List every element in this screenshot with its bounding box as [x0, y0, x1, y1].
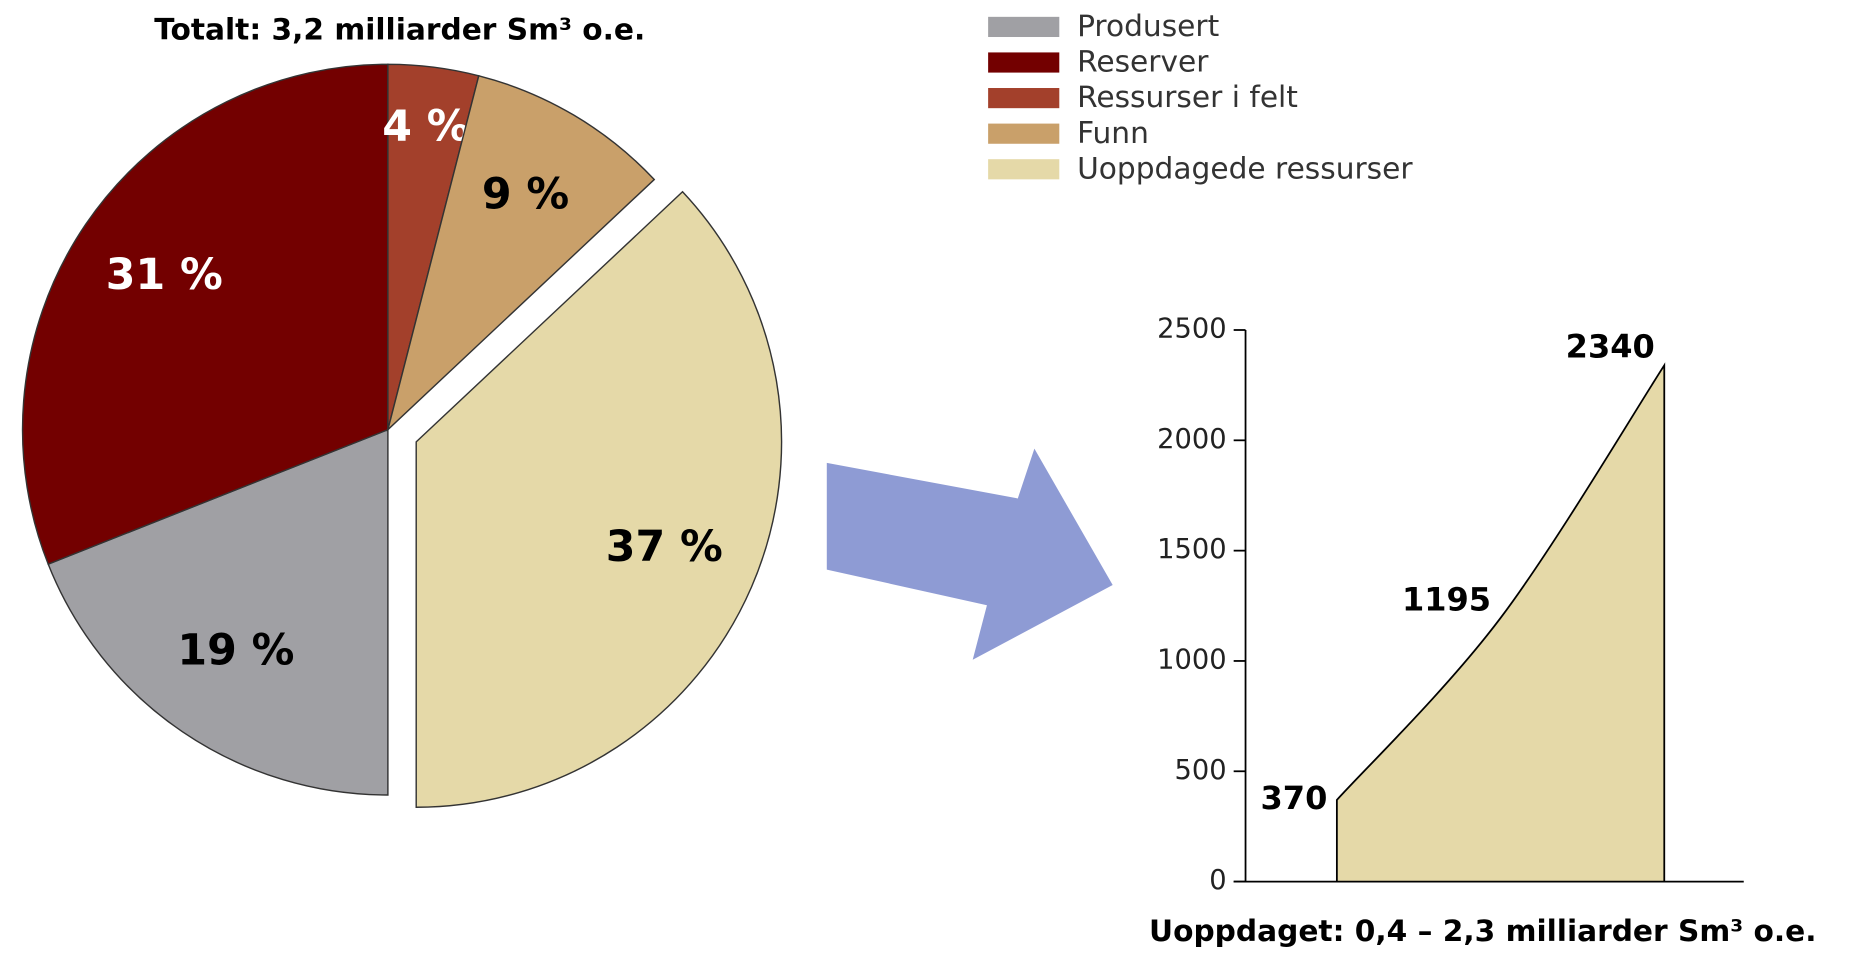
legend-swatch: [988, 52, 1060, 73]
pie-slice: [21, 63, 389, 566]
slice-label: 31 %: [106, 250, 223, 300]
data-label: 1195: [1402, 580, 1491, 618]
legend-swatch: [988, 16, 1060, 38]
y-tick-label: 0: [1209, 865, 1226, 896]
area-title: Uoppdaget: 0,4 – 2,3 milliarder Sm³ o.e.: [1149, 913, 1816, 948]
y-tick-label: 2000: [1157, 424, 1226, 455]
slice-label: 19 %: [177, 626, 294, 676]
data-label: 2340: [1566, 328, 1655, 366]
legend-label: Produsert: [1077, 8, 1219, 43]
area: [1335, 362, 1666, 883]
legend-swatch: [988, 123, 1060, 144]
pie-slice: [47, 428, 389, 796]
arrow: [826, 448, 1113, 660]
y-tick-label: 1500: [1157, 534, 1226, 565]
data-label: 370: [1261, 779, 1328, 817]
y-tick-label: 1000: [1157, 644, 1226, 675]
legend-label: Funn: [1077, 115, 1149, 150]
slice-label: 37 %: [606, 522, 723, 572]
legend-swatch: [988, 88, 1060, 109]
pie-title: Totalt: 3,2 milliarder Sm³ o.e.: [154, 12, 645, 47]
legend-label: Uoppdagede ressurser: [1077, 150, 1413, 185]
legend-swatch: [988, 159, 1060, 180]
legend-label: Reserver: [1077, 44, 1209, 79]
y-tick-label: 500: [1175, 755, 1227, 786]
pie-slice: [415, 190, 783, 808]
y-tick-label: 2500: [1157, 314, 1226, 345]
slice-label: 9 %: [482, 169, 569, 219]
legend-label: Ressurser i felt: [1077, 79, 1298, 114]
pie-slice: [386, 74, 656, 432]
slice-label: 4 %: [382, 101, 469, 151]
